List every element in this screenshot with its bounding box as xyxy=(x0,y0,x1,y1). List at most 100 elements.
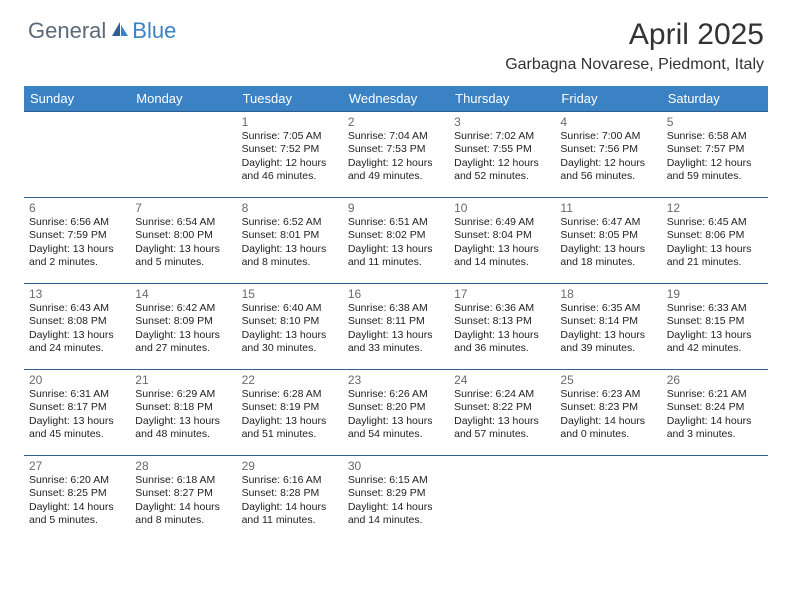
location-subtitle: Garbagna Novarese, Piedmont, Italy xyxy=(505,56,764,74)
calendar-cell xyxy=(555,456,661,542)
day-details: Sunrise: 6:16 AMSunset: 8:28 PMDaylight:… xyxy=(242,474,338,528)
day-details: Sunrise: 6:24 AMSunset: 8:22 PMDaylight:… xyxy=(454,388,550,442)
day-header: Monday xyxy=(130,86,236,112)
calendar-cell: 25Sunrise: 6:23 AMSunset: 8:23 PMDayligh… xyxy=(555,370,661,456)
calendar-cell: 14Sunrise: 6:42 AMSunset: 8:09 PMDayligh… xyxy=(130,284,236,370)
day-details: Sunrise: 6:20 AMSunset: 8:25 PMDaylight:… xyxy=(29,474,125,528)
day-number: 5 xyxy=(667,115,763,129)
calendar-cell: 13Sunrise: 6:43 AMSunset: 8:08 PMDayligh… xyxy=(24,284,130,370)
calendar-cell: 3Sunrise: 7:02 AMSunset: 7:55 PMDaylight… xyxy=(449,112,555,198)
day-details: Sunrise: 6:31 AMSunset: 8:17 PMDaylight:… xyxy=(29,388,125,442)
calendar-row: 1Sunrise: 7:05 AMSunset: 7:52 PMDaylight… xyxy=(24,112,768,198)
day-details: Sunrise: 6:15 AMSunset: 8:29 PMDaylight:… xyxy=(348,474,444,528)
day-details: Sunrise: 7:04 AMSunset: 7:53 PMDaylight:… xyxy=(348,130,444,184)
day-details: Sunrise: 6:29 AMSunset: 8:18 PMDaylight:… xyxy=(135,388,231,442)
day-details: Sunrise: 6:45 AMSunset: 8:06 PMDaylight:… xyxy=(667,216,763,270)
day-number: 23 xyxy=(348,373,444,387)
calendar-cell: 29Sunrise: 6:16 AMSunset: 8:28 PMDayligh… xyxy=(237,456,343,542)
day-number: 26 xyxy=(667,373,763,387)
day-details: Sunrise: 6:18 AMSunset: 8:27 PMDaylight:… xyxy=(135,474,231,528)
calendar-row: 13Sunrise: 6:43 AMSunset: 8:08 PMDayligh… xyxy=(24,284,768,370)
calendar-cell: 19Sunrise: 6:33 AMSunset: 8:15 PMDayligh… xyxy=(662,284,768,370)
calendar-cell: 27Sunrise: 6:20 AMSunset: 8:25 PMDayligh… xyxy=(24,456,130,542)
day-number: 15 xyxy=(242,287,338,301)
logo: General Blue xyxy=(28,18,176,44)
calendar-cell: 23Sunrise: 6:26 AMSunset: 8:20 PMDayligh… xyxy=(343,370,449,456)
day-number: 3 xyxy=(454,115,550,129)
calendar-cell: 5Sunrise: 6:58 AMSunset: 7:57 PMDaylight… xyxy=(662,112,768,198)
day-number: 12 xyxy=(667,201,763,215)
calendar-cell xyxy=(449,456,555,542)
calendar-cell: 28Sunrise: 6:18 AMSunset: 8:27 PMDayligh… xyxy=(130,456,236,542)
month-title: April 2025 xyxy=(505,18,764,52)
calendar-row: 27Sunrise: 6:20 AMSunset: 8:25 PMDayligh… xyxy=(24,456,768,542)
calendar-cell: 8Sunrise: 6:52 AMSunset: 8:01 PMDaylight… xyxy=(237,198,343,284)
calendar-cell: 17Sunrise: 6:36 AMSunset: 8:13 PMDayligh… xyxy=(449,284,555,370)
day-details: Sunrise: 6:35 AMSunset: 8:14 PMDaylight:… xyxy=(560,302,656,356)
day-number: 19 xyxy=(667,287,763,301)
day-details: Sunrise: 6:52 AMSunset: 8:01 PMDaylight:… xyxy=(242,216,338,270)
day-number: 7 xyxy=(135,201,231,215)
day-number: 14 xyxy=(135,287,231,301)
day-number: 17 xyxy=(454,287,550,301)
day-number: 8 xyxy=(242,201,338,215)
day-details: Sunrise: 6:21 AMSunset: 8:24 PMDaylight:… xyxy=(667,388,763,442)
day-number: 1 xyxy=(242,115,338,129)
day-details: Sunrise: 6:38 AMSunset: 8:11 PMDaylight:… xyxy=(348,302,444,356)
day-details: Sunrise: 6:47 AMSunset: 8:05 PMDaylight:… xyxy=(560,216,656,270)
day-details: Sunrise: 6:36 AMSunset: 8:13 PMDaylight:… xyxy=(454,302,550,356)
day-number: 2 xyxy=(348,115,444,129)
day-details: Sunrise: 7:05 AMSunset: 7:52 PMDaylight:… xyxy=(242,130,338,184)
header: General Blue April 2025 Garbagna Novares… xyxy=(0,0,792,78)
day-details: Sunrise: 6:33 AMSunset: 8:15 PMDaylight:… xyxy=(667,302,763,356)
title-block: April 2025 Garbagna Novarese, Piedmont, … xyxy=(505,18,764,74)
calendar-cell: 9Sunrise: 6:51 AMSunset: 8:02 PMDaylight… xyxy=(343,198,449,284)
calendar-cell: 18Sunrise: 6:35 AMSunset: 8:14 PMDayligh… xyxy=(555,284,661,370)
calendar-cell: 22Sunrise: 6:28 AMSunset: 8:19 PMDayligh… xyxy=(237,370,343,456)
day-number: 16 xyxy=(348,287,444,301)
calendar-cell: 12Sunrise: 6:45 AMSunset: 8:06 PMDayligh… xyxy=(662,198,768,284)
day-details: Sunrise: 6:43 AMSunset: 8:08 PMDaylight:… xyxy=(29,302,125,356)
calendar-cell: 20Sunrise: 6:31 AMSunset: 8:17 PMDayligh… xyxy=(24,370,130,456)
calendar-cell xyxy=(130,112,236,198)
day-details: Sunrise: 6:40 AMSunset: 8:10 PMDaylight:… xyxy=(242,302,338,356)
logo-sail-icon xyxy=(110,20,130,43)
calendar-cell: 6Sunrise: 6:56 AMSunset: 7:59 PMDaylight… xyxy=(24,198,130,284)
day-details: Sunrise: 6:26 AMSunset: 8:20 PMDaylight:… xyxy=(348,388,444,442)
day-details: Sunrise: 6:42 AMSunset: 8:09 PMDaylight:… xyxy=(135,302,231,356)
day-header-row: Sunday Monday Tuesday Wednesday Thursday… xyxy=(24,86,768,112)
day-header: Sunday xyxy=(24,86,130,112)
calendar-cell: 30Sunrise: 6:15 AMSunset: 8:29 PMDayligh… xyxy=(343,456,449,542)
day-number: 9 xyxy=(348,201,444,215)
day-details: Sunrise: 6:58 AMSunset: 7:57 PMDaylight:… xyxy=(667,130,763,184)
calendar-cell: 2Sunrise: 7:04 AMSunset: 7:53 PMDaylight… xyxy=(343,112,449,198)
calendar-cell xyxy=(24,112,130,198)
calendar-cell: 11Sunrise: 6:47 AMSunset: 8:05 PMDayligh… xyxy=(555,198,661,284)
calendar-cell: 15Sunrise: 6:40 AMSunset: 8:10 PMDayligh… xyxy=(237,284,343,370)
day-number: 10 xyxy=(454,201,550,215)
day-header: Saturday xyxy=(662,86,768,112)
logo-text-blue: Blue xyxy=(132,18,176,44)
day-number: 22 xyxy=(242,373,338,387)
day-number: 13 xyxy=(29,287,125,301)
day-number: 28 xyxy=(135,459,231,473)
day-number: 24 xyxy=(454,373,550,387)
calendar-cell: 10Sunrise: 6:49 AMSunset: 8:04 PMDayligh… xyxy=(449,198,555,284)
day-number: 30 xyxy=(348,459,444,473)
calendar-cell: 21Sunrise: 6:29 AMSunset: 8:18 PMDayligh… xyxy=(130,370,236,456)
day-number: 4 xyxy=(560,115,656,129)
day-number: 18 xyxy=(560,287,656,301)
day-header: Friday xyxy=(555,86,661,112)
calendar-cell: 26Sunrise: 6:21 AMSunset: 8:24 PMDayligh… xyxy=(662,370,768,456)
day-number: 29 xyxy=(242,459,338,473)
calendar-table: Sunday Monday Tuesday Wednesday Thursday… xyxy=(24,86,768,542)
day-number: 21 xyxy=(135,373,231,387)
day-details: Sunrise: 7:02 AMSunset: 7:55 PMDaylight:… xyxy=(454,130,550,184)
calendar-cell: 1Sunrise: 7:05 AMSunset: 7:52 PMDaylight… xyxy=(237,112,343,198)
day-header: Tuesday xyxy=(237,86,343,112)
day-header: Wednesday xyxy=(343,86,449,112)
day-details: Sunrise: 6:49 AMSunset: 8:04 PMDaylight:… xyxy=(454,216,550,270)
day-details: Sunrise: 6:56 AMSunset: 7:59 PMDaylight:… xyxy=(29,216,125,270)
day-details: Sunrise: 6:54 AMSunset: 8:00 PMDaylight:… xyxy=(135,216,231,270)
day-number: 6 xyxy=(29,201,125,215)
